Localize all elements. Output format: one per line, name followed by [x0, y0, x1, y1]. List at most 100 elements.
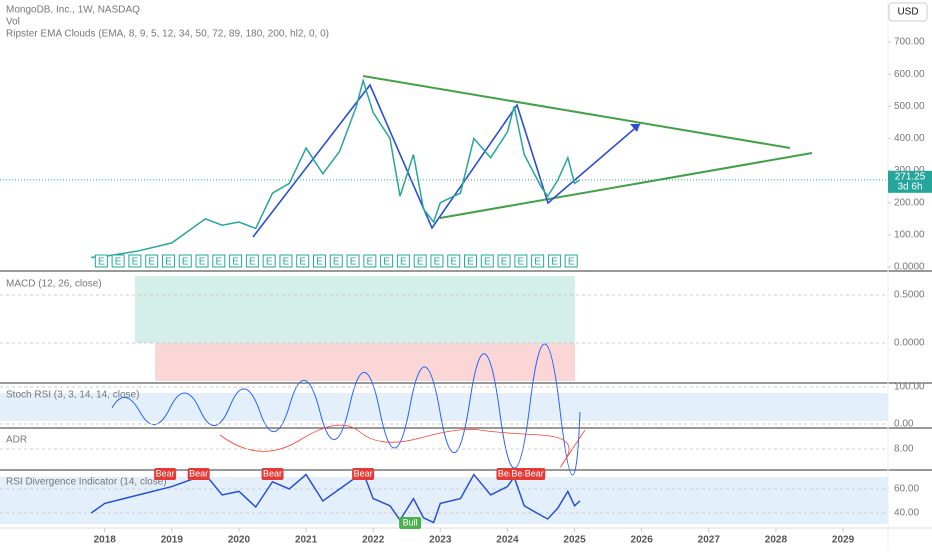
pane-title: ADR — [6, 435, 27, 446]
currency-button[interactable] — [888, 2, 928, 22]
pane-title: Stoch RSI (3, 3, 14, 14, close) — [6, 390, 139, 401]
earnings-marker — [111, 254, 125, 268]
pane-title: MACD (12, 26, close) — [6, 279, 102, 290]
y-tick-label: 0.0000 — [894, 262, 925, 273]
price-tag — [888, 170, 932, 193]
divergence-label: Bear — [498, 468, 517, 478]
trendline-lower — [439, 152, 813, 219]
pane-tick-label: 100.00 — [894, 382, 925, 393]
divergence-label: Bear — [156, 468, 175, 478]
earnings-marker — [279, 254, 293, 268]
earnings-label: E — [215, 257, 222, 268]
x-tick-label: 2018 — [94, 535, 117, 546]
earnings-marker — [497, 254, 511, 268]
divergence-label: Bull — [403, 517, 418, 527]
x-tick-label: 2019 — [161, 535, 184, 546]
earnings-marker — [262, 254, 276, 268]
x-tick-label: 2026 — [631, 535, 654, 546]
y-tick-label: 500.00 — [894, 101, 925, 112]
divergence-tag — [187, 468, 210, 480]
earnings-label: E — [132, 257, 139, 268]
earnings-label: E — [115, 257, 122, 268]
earnings-label: E — [467, 257, 474, 268]
earnings-label: E — [450, 257, 457, 268]
earnings-marker — [161, 254, 175, 268]
indicator-label: Vol — [6, 17, 20, 28]
x-tick-label: 2029 — [832, 535, 855, 546]
earnings-marker — [531, 254, 545, 268]
macd-negative — [155, 343, 575, 381]
pane-title: RSI Divergence Indicator (14, close) — [6, 477, 167, 488]
earnings-label: E — [333, 257, 340, 268]
pane-tick-label: 60.00 — [894, 484, 919, 495]
earnings-marker — [128, 254, 142, 268]
earnings-label: E — [199, 257, 206, 268]
earnings-label: E — [400, 257, 407, 268]
divergence-tag — [261, 468, 284, 480]
title: MongoDB, Inc., 1W, NASDAQ — [6, 5, 140, 16]
earnings-label: E — [299, 257, 306, 268]
divergence-label: Bear — [263, 468, 282, 478]
x-tick-label: 2023 — [429, 535, 452, 546]
currency[interactable]: USD — [897, 7, 918, 18]
earnings-label: E — [568, 257, 575, 268]
earnings-marker — [363, 254, 377, 268]
earnings-marker — [547, 254, 561, 268]
rsi-line — [90, 470, 581, 524]
x-tick-label: 2028 — [765, 535, 788, 546]
earnings-marker — [447, 254, 461, 268]
x-tick-label: 2021 — [295, 535, 318, 546]
stoch-band — [0, 393, 888, 421]
earnings-label: E — [182, 257, 189, 268]
y-tick-label: 700.00 — [894, 37, 925, 48]
price-tag-label: 271.25 — [895, 171, 926, 182]
earnings-label: E — [249, 257, 256, 268]
x-tick-label: 2025 — [563, 535, 586, 546]
earnings-marker — [396, 254, 410, 268]
earnings-label: E — [551, 257, 558, 268]
earnings-label: E — [417, 257, 424, 268]
earnings-marker — [296, 254, 310, 268]
earnings-marker — [312, 254, 326, 268]
indicator-label: Ripster EMA Clouds (EMA, 8, 9, 5, 12, 34… — [6, 29, 329, 40]
earnings-marker — [94, 254, 108, 268]
pane-tick-label: 8.00 — [894, 444, 914, 455]
earnings-label: E — [484, 257, 491, 268]
countdown: 3d 6h — [897, 181, 922, 192]
arrow-head — [630, 124, 640, 132]
earnings-label: E — [366, 257, 373, 268]
earnings-marker — [329, 254, 343, 268]
y-tick-label: 300.00 — [894, 165, 925, 176]
x-tick-label: 2020 — [228, 535, 251, 546]
earnings-label: E — [518, 257, 525, 268]
earnings-marker — [245, 254, 259, 268]
earnings-marker — [195, 254, 209, 268]
earnings-label: E — [316, 257, 323, 268]
x-tick-label: 2022 — [362, 535, 385, 546]
divergence-tag — [352, 468, 375, 480]
macd-positive — [135, 276, 575, 343]
earnings-marker — [380, 254, 394, 268]
pane-tick-label: 0.5000 — [894, 290, 925, 301]
earnings-label: E — [98, 257, 105, 268]
projection-path — [252, 83, 641, 238]
earnings-marker — [430, 254, 444, 268]
earnings-label: E — [266, 257, 273, 268]
pane-tick-label: 40.00 — [894, 508, 919, 519]
rsi-band — [0, 477, 888, 524]
earnings-marker — [514, 254, 528, 268]
earnings-label: E — [534, 257, 541, 268]
divergence-tag — [523, 468, 546, 480]
pane-tick-label: 0.00 — [894, 419, 914, 430]
divergence-label: Bear — [189, 468, 208, 478]
earnings-marker — [464, 254, 478, 268]
divergence-label: Bear — [525, 468, 544, 478]
adr-line — [219, 424, 586, 468]
earnings-marker — [480, 254, 494, 268]
trendline-upper — [362, 75, 791, 149]
pane-tick-label: 0.0000 — [894, 338, 925, 349]
earnings-label: E — [148, 257, 155, 268]
earnings-label: E — [350, 257, 357, 268]
earnings-label: E — [501, 257, 508, 268]
